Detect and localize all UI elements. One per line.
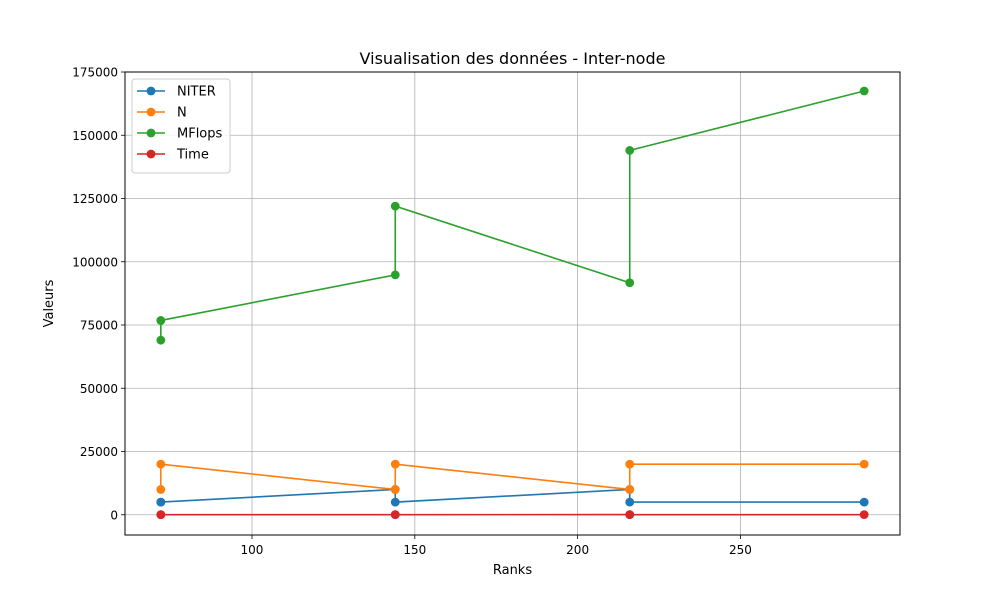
legend-marker — [146, 128, 156, 138]
grid — [125, 71, 900, 535]
y-tick-label: 125000 — [72, 192, 118, 206]
legend-marker — [146, 107, 156, 117]
legend-label: NITER — [177, 85, 216, 100]
plot-frame — [124, 71, 901, 536]
y-tick-label: 0 — [110, 508, 118, 522]
legend-item-time: Time — [137, 148, 209, 163]
legend-box — [131, 78, 231, 174]
data-point-n — [390, 459, 400, 469]
data-point-mflops — [859, 86, 869, 96]
legend-label: MFlops — [177, 127, 223, 142]
data-point-mflops — [156, 316, 166, 325]
legend: NITER N MFlops Time — [131, 78, 231, 174]
data-point-time — [390, 510, 400, 520]
data-point-n — [625, 459, 635, 469]
data-point-n — [156, 459, 166, 469]
series-layer — [156, 86, 869, 520]
data-point-niter — [156, 497, 166, 507]
data-point-time — [625, 510, 635, 520]
y-tick-label: 150000 — [72, 129, 118, 143]
chart-title: Visualisation des données - Inter-node — [360, 49, 666, 68]
data-point-niter — [625, 497, 635, 507]
x-tick-label: 250 — [729, 543, 752, 557]
data-point-mflops — [390, 201, 400, 211]
data-point-n — [156, 485, 166, 494]
series-mflops — [156, 86, 869, 345]
series-n — [156, 459, 869, 494]
x-tick-label: 100 — [241, 543, 264, 557]
x-axis-label: Ranks — [493, 563, 532, 578]
data-point-mflops — [625, 278, 635, 288]
data-point-mflops — [156, 335, 166, 345]
data-point-n — [390, 485, 400, 494]
data-point-mflops — [625, 146, 635, 155]
ticks: 100 150 200 250 0 25000 50000 75000 100000 125000… — [72, 66, 752, 558]
x-tick-label: 200 — [566, 543, 589, 557]
legend-item-niter: NITER — [137, 85, 216, 100]
data-point-n — [859, 459, 869, 469]
data-point-time — [156, 510, 166, 520]
data-point-mflops — [390, 270, 400, 280]
y-tick-label: 25000 — [80, 445, 118, 459]
data-point-niter — [390, 497, 400, 507]
data-point-time — [859, 510, 869, 520]
legend-item-n: N — [137, 106, 187, 121]
legend-marker — [146, 86, 156, 96]
legend-marker — [146, 149, 156, 159]
y-tick-label: 50000 — [80, 382, 118, 396]
series-time — [156, 510, 869, 520]
data-point-n — [625, 485, 635, 494]
series-line-niter — [160, 488, 865, 503]
y-axis-label: Valeurs — [42, 279, 57, 327]
y-tick-label: 75000 — [80, 319, 118, 333]
x-tick-label: 150 — [403, 543, 426, 557]
y-tick-label: 175000 — [72, 66, 118, 80]
y-tick-label: 100000 — [72, 255, 118, 269]
legend-label: N — [177, 106, 187, 121]
legend-item-mflops: MFlops — [137, 127, 223, 142]
data-point-niter — [859, 497, 869, 507]
legend-label: Time — [176, 148, 209, 163]
